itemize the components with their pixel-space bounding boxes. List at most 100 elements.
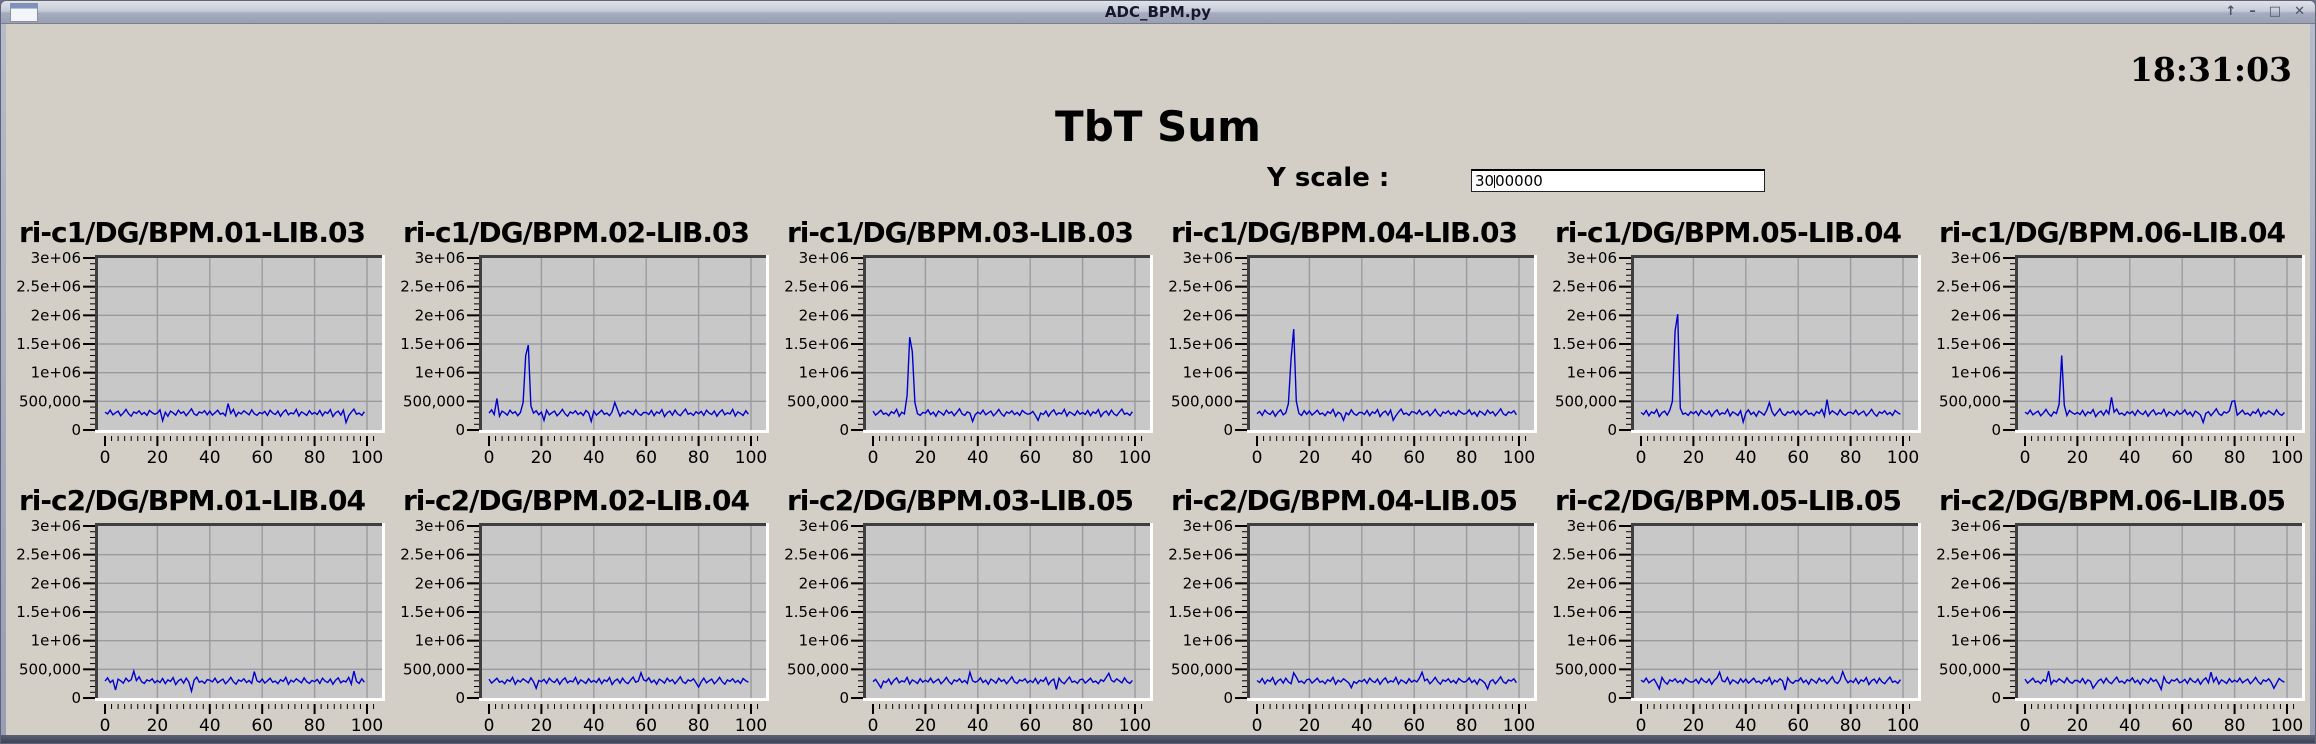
svg-text:500,000: 500,000 [1555,392,1617,410]
svg-text:60: 60 [251,716,273,736]
svg-text:2e+06: 2e+06 [31,306,81,324]
shade-button[interactable]: ↑ [2225,4,2237,19]
svg-text:1.5e+06: 1.5e+06 [1936,335,2001,353]
svg-text:0: 0 [1636,716,1647,736]
chart-cell: ri-c1/DG/BPM.04-LIB.03 0 500,000 1e+06 1.5e+… [1158,212,1542,468]
svg-text:1.5e+06: 1.5e+06 [1552,603,1617,621]
svg-text:1.5e+06: 1.5e+06 [1168,335,1233,353]
svg-text:40: 40 [1735,716,1757,736]
svg-text:1.5e+06: 1.5e+06 [16,335,81,353]
chart-cell: ri-c2/DG/BPM.04-LIB.05 0 500,000 1e+06 1.5e+… [1158,480,1542,736]
chart-cell: ri-c2/DG/BPM.06-LIB.05 0 500,000 1e+06 1.5e+… [1926,480,2310,736]
chart-cell: ri-c1/DG/BPM.01-LIB.03 0 500,000 1e+06 1.5e+… [6,212,390,468]
y-scale-input[interactable]: 3000000 [1471,169,1765,192]
svg-text:20: 20 [915,448,937,468]
svg-text:2e+06: 2e+06 [1951,306,2001,324]
svg-text:3e+06: 3e+06 [1567,250,1617,267]
chart-plot: 0 500,000 1e+06 1.5e+06 2e+06 2.5e+06 3e+06 0 20… [1936,518,2305,736]
svg-text:20: 20 [147,716,169,736]
svg-text:500,000: 500,000 [1939,392,2001,410]
svg-text:2.5e+06: 2.5e+06 [400,546,465,564]
chart-plot: 0 500,000 1e+06 1.5e+06 2e+06 2.5e+06 3e+06 0 20… [1552,518,1921,736]
svg-text:1e+06: 1e+06 [1183,364,1233,382]
svg-text:0: 0 [484,716,495,736]
svg-text:60: 60 [1019,448,1041,468]
window-menu-icon[interactable] [10,3,38,22]
svg-text:2.5e+06: 2.5e+06 [400,278,465,296]
chart-plot: 0 500,000 1e+06 1.5e+06 2e+06 2.5e+06 3e+06 0 20… [16,518,385,736]
svg-text:0: 0 [1636,448,1647,468]
svg-text:2.5e+06: 2.5e+06 [1936,278,2001,296]
chart-plot: 0 500,000 1e+06 1.5e+06 2e+06 2.5e+06 3e+06 0 20… [1936,250,2305,468]
svg-text:20: 20 [2067,448,2089,468]
chart-title: ri-c1/DG/BPM.05-LIB.04 [1555,216,1902,249]
chart-title: ri-c2/DG/BPM.03-LIB.05 [787,484,1134,517]
svg-text:40: 40 [1735,448,1757,468]
svg-text:80: 80 [304,448,326,468]
svg-text:60: 60 [1019,716,1041,736]
svg-text:3e+06: 3e+06 [1183,250,1233,267]
chart-cell: ri-c2/DG/BPM.03-LIB.05 0 500,000 1e+06 1.5e+… [774,480,1158,736]
svg-text:60: 60 [1403,448,1425,468]
svg-text:3e+06: 3e+06 [1567,518,1617,535]
svg-text:100: 100 [1503,716,1535,736]
svg-text:2.5e+06: 2.5e+06 [1936,546,2001,564]
text-caret [1494,175,1496,188]
svg-text:1e+06: 1e+06 [1567,632,1617,650]
svg-text:500,000: 500,000 [787,392,849,410]
svg-text:80: 80 [688,448,710,468]
svg-text:2e+06: 2e+06 [799,306,849,324]
chart-plot: 0 500,000 1e+06 1.5e+06 2e+06 2.5e+06 3e+06 0 20… [1552,250,1921,468]
svg-text:100: 100 [2271,448,2303,468]
svg-text:0: 0 [71,689,81,707]
svg-text:2.5e+06: 2.5e+06 [1552,546,1617,564]
chart-plot: 0 500,000 1e+06 1.5e+06 2e+06 2.5e+06 3e+06 0 20… [784,518,1153,736]
page-title: TbT Sum [1055,102,1261,151]
chart-title: ri-c2/DG/BPM.04-LIB.05 [1171,484,1518,517]
svg-text:1e+06: 1e+06 [1567,364,1617,382]
svg-text:40: 40 [1351,448,1373,468]
svg-text:0: 0 [868,448,879,468]
svg-text:60: 60 [2171,716,2193,736]
svg-text:40: 40 [2119,716,2141,736]
svg-text:2.5e+06: 2.5e+06 [1168,278,1233,296]
close-button[interactable]: ✕ [2294,4,2305,19]
svg-text:1.5e+06: 1.5e+06 [1552,335,1617,353]
svg-text:40: 40 [1351,716,1373,736]
svg-text:0: 0 [455,421,465,439]
titlebar[interactable]: ADC_BPM.py ↑ – □ ✕ [1,1,2315,24]
svg-text:2.5e+06: 2.5e+06 [784,278,849,296]
chart-plot: 0 500,000 1e+06 1.5e+06 2e+06 2.5e+06 3e+06 0 20… [400,250,769,468]
maximize-button[interactable]: □ [2268,4,2282,19]
svg-text:0: 0 [868,716,879,736]
chart-plot: 0 500,000 1e+06 1.5e+06 2e+06 2.5e+06 3e+06 0 20… [1168,518,1537,736]
svg-text:0: 0 [1252,716,1263,736]
window-bottom-border [1,735,2315,743]
minimize-button[interactable]: – [2249,4,2256,19]
svg-text:0: 0 [1607,689,1617,707]
svg-text:2.5e+06: 2.5e+06 [16,546,81,564]
svg-text:100: 100 [351,448,383,468]
svg-text:500,000: 500,000 [403,660,465,678]
svg-text:2e+06: 2e+06 [1951,574,2001,592]
svg-text:80: 80 [304,716,326,736]
svg-text:0: 0 [455,689,465,707]
svg-text:1e+06: 1e+06 [1183,632,1233,650]
svg-text:60: 60 [1403,716,1425,736]
svg-text:40: 40 [2119,448,2141,468]
svg-text:500,000: 500,000 [787,660,849,678]
chart-title: ri-c1/DG/BPM.04-LIB.03 [1171,216,1518,249]
svg-text:100: 100 [735,448,767,468]
svg-text:1.5e+06: 1.5e+06 [400,335,465,353]
svg-text:80: 80 [1456,716,1478,736]
svg-text:1.5e+06: 1.5e+06 [1936,603,2001,621]
svg-text:1e+06: 1e+06 [799,364,849,382]
svg-text:80: 80 [688,716,710,736]
svg-text:80: 80 [1072,448,1094,468]
svg-text:1e+06: 1e+06 [415,632,465,650]
chart-cell: ri-c1/DG/BPM.03-LIB.03 0 500,000 1e+06 1.5e+… [774,212,1158,468]
chart-title: ri-c2/DG/BPM.06-LIB.05 [1939,484,2286,517]
svg-text:0: 0 [1991,421,2001,439]
svg-text:100: 100 [1503,448,1535,468]
